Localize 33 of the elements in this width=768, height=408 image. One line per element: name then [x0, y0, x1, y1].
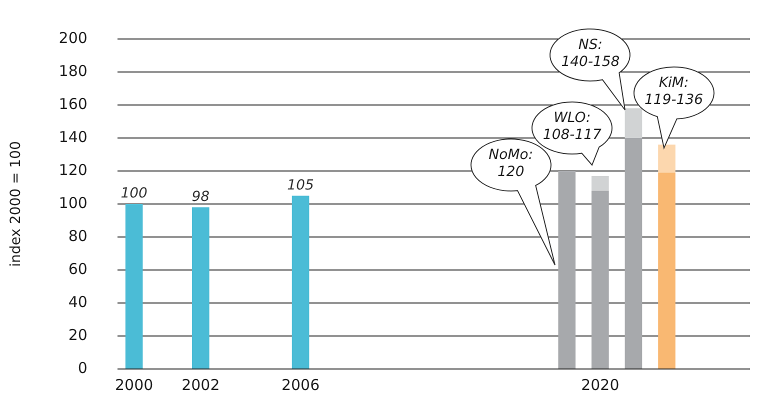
- y-tick-label: 80: [68, 226, 88, 245]
- bar: [125, 204, 143, 368]
- bar: [592, 176, 609, 191]
- bar: [292, 196, 310, 368]
- x-tick-label: 2002: [182, 376, 220, 394]
- y-tick-label: 20: [68, 326, 88, 344]
- annotation: WLO: 108-117: [542, 110, 602, 144]
- data-label: 105: [287, 177, 314, 194]
- bar: [192, 207, 210, 368]
- bar: [592, 190, 609, 368]
- annotation: KiM: 119-136: [644, 74, 704, 109]
- y-tick-label: 200: [58, 28, 88, 47]
- bar: [624, 138, 642, 368]
- x-tick-label: 2020: [581, 376, 620, 394]
- x-tick-label: 2006: [281, 376, 320, 394]
- bar: [624, 108, 642, 138]
- bar: [658, 144, 676, 173]
- y-tick-label: 100: [58, 194, 88, 212]
- y-tick-label: 180: [58, 62, 88, 80]
- annotation: NoMo: 120: [488, 147, 534, 181]
- y-tick-label: 120: [58, 160, 88, 179]
- y-tick-label: 160: [58, 94, 88, 113]
- data-label: 98: [192, 188, 210, 205]
- annotation: NS: 140-158: [560, 37, 621, 72]
- y-tick-label: 60: [68, 260, 88, 278]
- data-label: 100: [120, 186, 148, 202]
- bar: [558, 171, 576, 368]
- x-tick-label: 2000: [114, 376, 154, 394]
- y-tick-label: 0: [78, 358, 88, 377]
- y-tick-label: 40: [68, 292, 88, 311]
- y-axis-title: index 2000 = 100: [8, 141, 24, 267]
- y-tick-label: 140: [58, 128, 88, 146]
- bar: [658, 172, 676, 368]
